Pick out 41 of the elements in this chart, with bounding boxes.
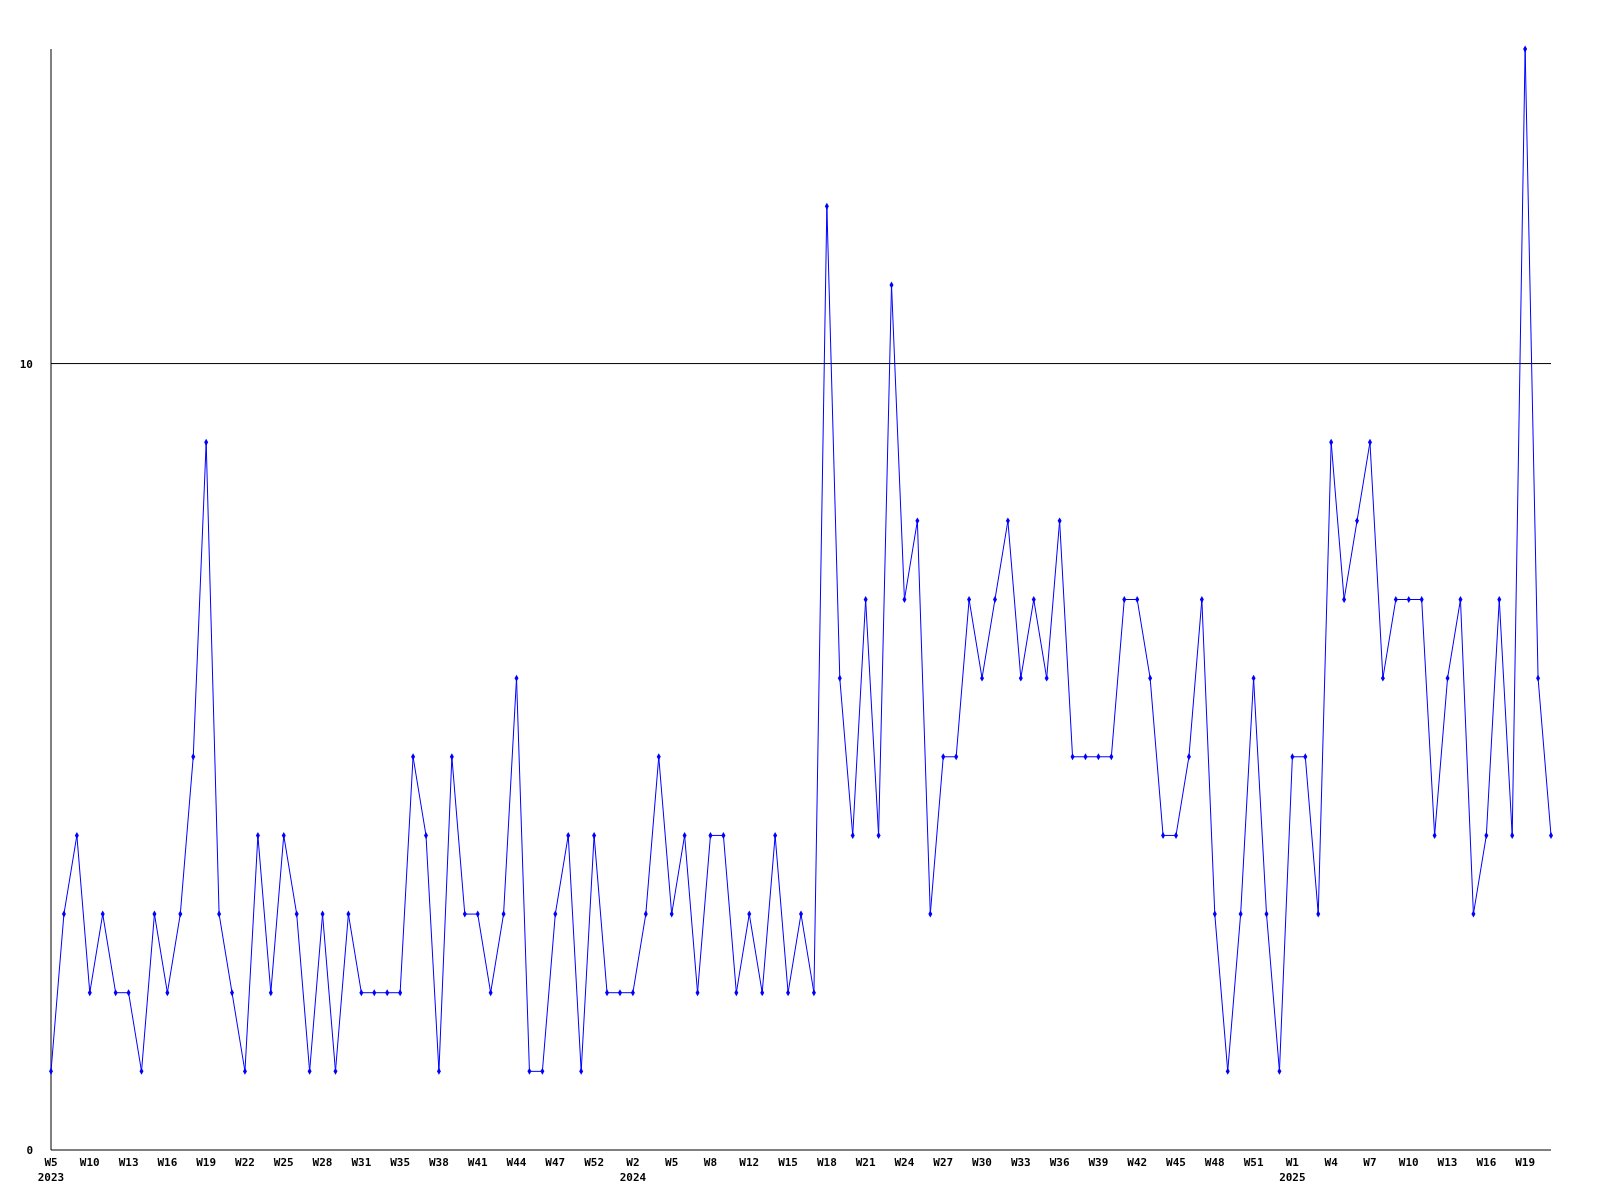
x-tick-label: W5 <box>665 1156 679 1169</box>
x-tick-label: W51 <box>1243 1156 1264 1169</box>
x-tick-label: W27 <box>933 1156 954 1169</box>
x-tick-label: W19 <box>196 1156 217 1169</box>
x-tick-label: W15 <box>778 1156 799 1169</box>
x-tick-label: W39 <box>1088 1156 1109 1169</box>
x-tick-label: W28 <box>312 1156 333 1169</box>
y-tick-label: 0 <box>26 1144 33 1157</box>
x-tick-label: W35 <box>390 1156 411 1169</box>
x-tick-label: W42 <box>1127 1156 1148 1169</box>
x-tick-label: W8 <box>703 1156 718 1169</box>
x-tick-label: W33 <box>1010 1156 1031 1169</box>
x-tick-label: W10 <box>79 1156 100 1169</box>
y-tick-label: 10 <box>19 357 33 371</box>
x-tick-label: W16 <box>1476 1156 1497 1169</box>
x-tick-label: W38 <box>428 1156 449 1169</box>
x-tick-label: W47 <box>545 1156 566 1169</box>
x-tick-label: W25 <box>273 1156 294 1169</box>
x-tick-label: W7 <box>1363 1156 1377 1169</box>
x-tick-label: W12 <box>739 1156 760 1169</box>
x-tick-label: W1 2025 <box>1279 1156 1306 1184</box>
x-tick-label: W45 <box>1166 1156 1186 1169</box>
x-tick-label: W19 <box>1515 1156 1536 1169</box>
x-tick-label: W44 <box>506 1156 527 1169</box>
x-tick-label: W18 <box>816 1156 837 1169</box>
x-tick-label: W30 <box>972 1156 992 1169</box>
x-tick-label: W13 <box>118 1156 139 1169</box>
x-tick-label: W16 <box>157 1156 178 1169</box>
x-tick-label: W10 <box>1398 1156 1419 1169</box>
x-tick-label: W22 <box>235 1156 255 1169</box>
x-tick-label: W5 2023 <box>37 1156 65 1184</box>
x-tick-label: W4 <box>1324 1156 1339 1169</box>
x-tick-label: W36 <box>1049 1156 1070 1169</box>
x-tick-label: W52 <box>584 1156 605 1169</box>
x-tick-label: W41 <box>467 1156 489 1169</box>
x-tick-label: W24 <box>894 1156 915 1169</box>
x-tick-label: W13 <box>1437 1156 1458 1169</box>
x-tick-label: W2 2024 <box>619 1156 647 1184</box>
x-tick-label: W31 <box>351 1156 372 1169</box>
x-tick-label: W21 <box>855 1156 876 1169</box>
x-tick-label: W48 <box>1204 1156 1225 1169</box>
